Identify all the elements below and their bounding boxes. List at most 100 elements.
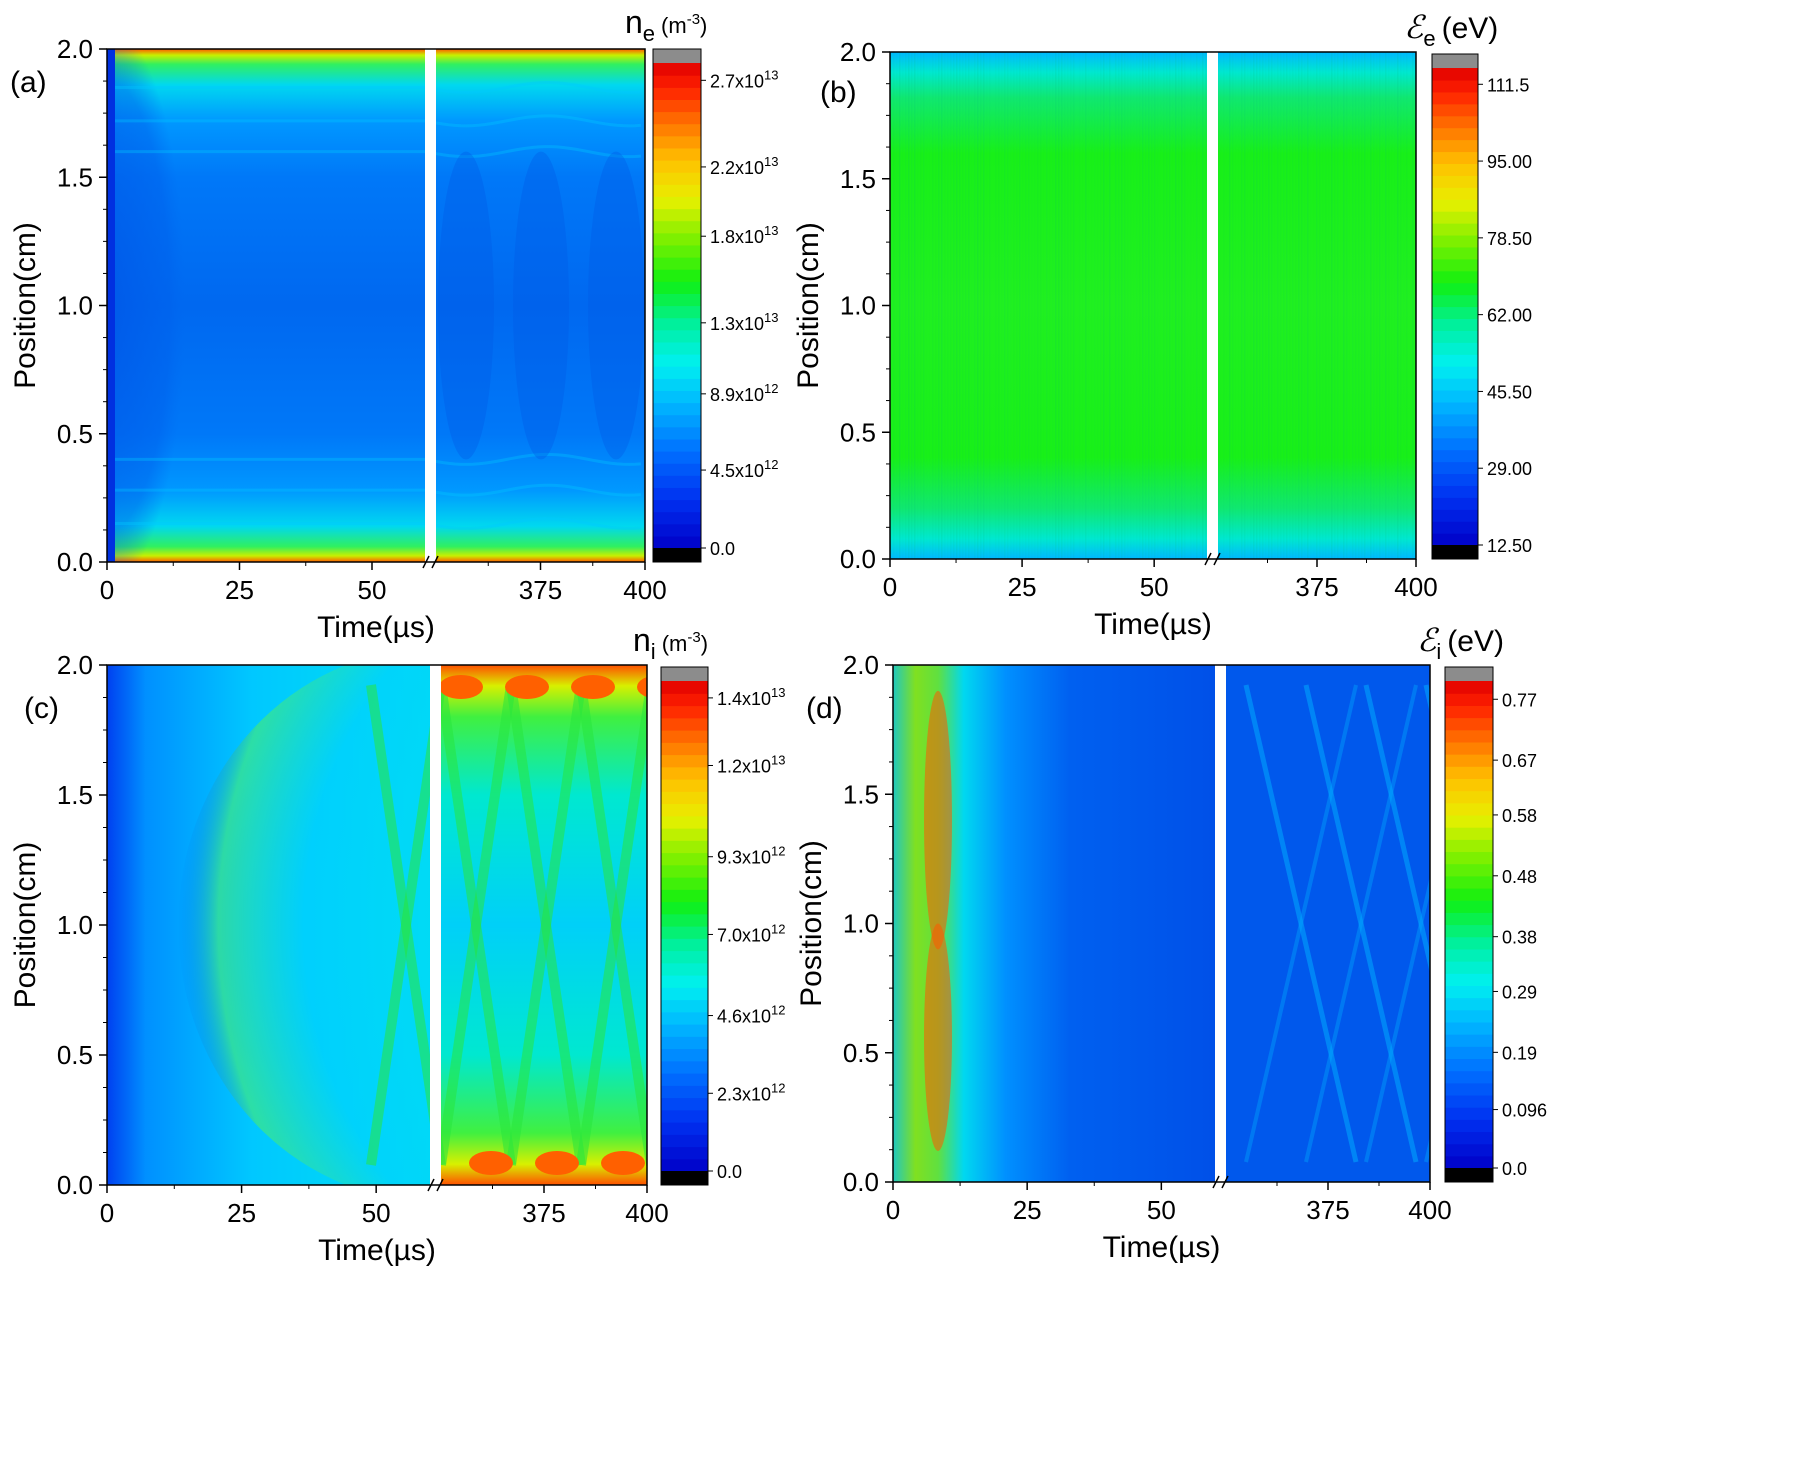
x-tick-label: 375 — [1295, 572, 1338, 602]
noise-stripe — [1175, 52, 1177, 559]
noise-stripe — [1310, 52, 1312, 559]
noise-stripe — [926, 52, 928, 559]
noise-stripe — [1157, 52, 1159, 559]
colorbar-band — [1432, 163, 1478, 176]
colorbar-band — [1445, 1143, 1493, 1157]
panel-c: 0 25 50 375 400 Time(µs) 0.0 0.5 1.0 1.5 2.0 Positi… — [9, 622, 786, 1267]
colorbar-band — [661, 1048, 708, 1062]
noise-stripe — [1028, 52, 1030, 559]
colorbar-band — [1445, 839, 1493, 853]
colorbar-band — [661, 730, 708, 743]
colorbar-tick-label: 2.7x1013 — [710, 67, 779, 91]
colorbar-band — [1432, 366, 1478, 379]
noise-stripe — [1232, 52, 1234, 559]
noise-stripe — [1052, 52, 1054, 559]
noise-stripe — [1097, 52, 1099, 559]
noise-stripe — [1226, 52, 1228, 559]
noise-stripe — [1016, 52, 1018, 559]
axis-break-gap — [425, 49, 436, 562]
colorbar-frame — [652, 48, 702, 563]
colorbar-band — [1445, 754, 1493, 767]
colorbar-band — [661, 987, 708, 1001]
colorbar-band — [1432, 413, 1478, 427]
colorbar-band — [1432, 425, 1478, 439]
noise-stripe — [1268, 52, 1270, 559]
colorbar-band — [1445, 985, 1493, 999]
colorbar-band — [661, 742, 708, 756]
x-axis-label: Time(µs) — [1103, 1231, 1221, 1264]
noise-stripe — [1094, 52, 1096, 559]
noise-stripe — [959, 52, 961, 559]
noise-stripe — [1337, 52, 1339, 559]
noise-stripe — [1304, 52, 1306, 559]
noise-stripe — [899, 52, 901, 559]
colorbar-title: ne (m-3) — [625, 4, 707, 46]
colorbar-band — [1445, 851, 1493, 865]
x-tick-label: 50 — [362, 1198, 391, 1228]
noise-stripe — [1112, 52, 1114, 559]
noise-stripe — [1067, 52, 1069, 559]
noise-stripe — [1250, 52, 1252, 559]
noise-stripe — [1019, 52, 1021, 559]
colorbar-band — [1432, 199, 1478, 212]
colorbar-band — [653, 99, 701, 113]
hot-spot — [505, 675, 549, 699]
colorbar-frame — [660, 666, 709, 1186]
panel-label: (c) — [24, 692, 59, 725]
colorbar-band — [1445, 1119, 1493, 1133]
noise-stripe — [1133, 52, 1135, 559]
colorbar-band — [1445, 924, 1493, 938]
colorbar-band — [661, 962, 708, 976]
noise-stripe — [917, 52, 919, 559]
y-tick-label: 2.0 — [57, 650, 93, 680]
colorbar-tick-label: 12.50 — [1487, 536, 1532, 556]
colorbar-band — [1445, 1155, 1493, 1169]
noise-stripe — [1262, 52, 1264, 559]
colorbar-band — [653, 499, 701, 513]
noise-stripe — [1115, 52, 1117, 559]
noise-stripe — [1391, 52, 1393, 559]
noise-stripe — [1184, 52, 1186, 559]
colorbar-band — [653, 475, 701, 488]
colorbar-band — [1445, 1082, 1493, 1096]
colorbar-band — [661, 705, 708, 719]
colorbar-band — [653, 123, 701, 137]
colorbar-band — [661, 779, 708, 792]
noise-stripe — [1079, 52, 1081, 559]
colorbar-band — [1445, 1058, 1493, 1072]
hot-spot — [439, 675, 483, 699]
y-tick-label: 0.5 — [840, 417, 876, 447]
noise-stripe — [1241, 52, 1243, 559]
noise-stripe — [1187, 52, 1189, 559]
colorbar-overflow-cap — [661, 667, 708, 681]
colorbar-tick-label: 0.0 — [717, 1162, 742, 1182]
noise-stripe — [1064, 52, 1066, 559]
colorbar-band — [1432, 401, 1478, 415]
noise-stripe — [1046, 52, 1048, 559]
noise-stripe — [1049, 52, 1051, 559]
colorbar-tick-label: 4.6x1012 — [717, 1003, 786, 1027]
colorbar-band — [1432, 91, 1478, 105]
heatmap-base — [890, 52, 1416, 559]
noise-stripe — [1355, 52, 1357, 559]
colorbar-band — [1432, 151, 1478, 164]
colorbar-tick-label: 0.67 — [1502, 751, 1537, 771]
colorbar-band — [1432, 521, 1478, 534]
heatmap-core — [107, 49, 251, 562]
colorbar-tick-label: 1.4x1013 — [717, 685, 786, 709]
noise-stripe — [1040, 52, 1042, 559]
axis-break-gap — [1207, 52, 1218, 559]
colorbar-band — [653, 257, 701, 270]
noise-stripe — [956, 52, 958, 559]
colorbar-band — [1432, 258, 1478, 272]
noise-stripe — [1010, 52, 1012, 559]
beam — [1243, 684, 1359, 1163]
noise-stripe — [1013, 52, 1015, 559]
colorbar-band — [653, 329, 701, 343]
noise-stripe — [1340, 52, 1342, 559]
noise-stripe — [1376, 52, 1378, 559]
colorbar-overflow-cap — [1432, 54, 1478, 68]
colorbar-band — [1445, 705, 1493, 719]
colorbar-band — [1445, 1131, 1493, 1145]
noise-stripe — [1406, 52, 1408, 559]
